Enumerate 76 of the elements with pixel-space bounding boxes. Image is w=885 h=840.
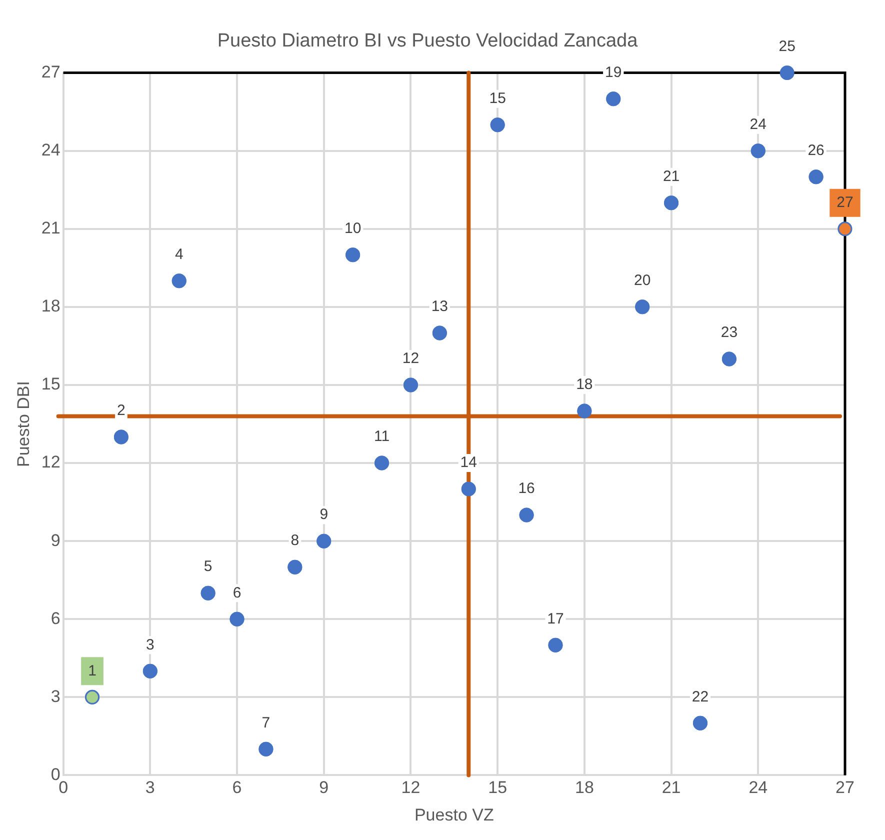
y-tick-label: 18 — [41, 296, 60, 316]
annotation: 7 — [262, 714, 270, 732]
x-tick-label: 9 — [319, 778, 329, 798]
y-tick-label: 6 — [50, 608, 60, 628]
y-tick-label: 12 — [41, 452, 60, 472]
point — [838, 222, 852, 236]
point — [85, 690, 100, 704]
annotation: 22 — [692, 688, 709, 706]
point — [606, 92, 621, 106]
point — [230, 612, 244, 626]
point — [577, 404, 592, 418]
x-tick-label: 12 — [401, 778, 420, 798]
point — [258, 742, 274, 756]
x-axis-title: Puesto VZ — [414, 805, 494, 824]
point — [664, 196, 679, 210]
x-tick-label: 6 — [232, 778, 242, 798]
annotation: 10 — [344, 220, 362, 238]
point — [403, 378, 418, 392]
annotation: 13 — [431, 298, 448, 316]
annotation: 4 — [174, 246, 184, 264]
annotation: 23 — [720, 324, 738, 342]
y-tick-label: 0 — [50, 764, 60, 784]
annotation: 24 — [750, 116, 766, 133]
x-tick-label: 15 — [488, 778, 508, 798]
x-tick-label: 21 — [662, 778, 681, 798]
annotation: 14 — [460, 454, 477, 472]
point — [635, 300, 650, 314]
point — [692, 716, 708, 730]
point — [172, 274, 186, 288]
point — [750, 144, 766, 158]
annotation: 15 — [489, 90, 506, 107]
annotation: 18 — [576, 376, 593, 394]
y-tick-label: 15 — [41, 374, 60, 394]
point — [461, 482, 476, 496]
point — [548, 638, 563, 652]
chart-title: Puesto Diametro BI vs Puesto Velocidad Zancada — [217, 30, 638, 52]
annotation: 1 — [88, 662, 96, 680]
x-tick-label: 3 — [145, 778, 155, 798]
point — [490, 118, 505, 132]
point — [200, 586, 216, 600]
y-tick-label: 24 — [41, 140, 60, 160]
point — [288, 560, 302, 574]
point — [780, 66, 794, 80]
y-tick-label: 21 — [41, 218, 60, 238]
annotation: 17 — [547, 610, 564, 628]
point — [142, 664, 158, 678]
x-tick-label: 27 — [836, 778, 854, 798]
annotation: 12 — [402, 350, 420, 368]
point — [374, 456, 390, 470]
point — [316, 534, 332, 548]
point — [114, 430, 128, 444]
point — [808, 170, 824, 184]
annotation: 3 — [146, 636, 154, 654]
annotation: 20 — [634, 272, 651, 290]
y-tick-label: 3 — [50, 686, 60, 706]
annotation: 8 — [290, 532, 300, 550]
annotation: 5 — [204, 558, 212, 576]
annotation: 6 — [232, 584, 242, 602]
annotation: 16 — [518, 480, 535, 498]
annotation: 9 — [320, 506, 328, 524]
y-tick-label: 9 — [50, 530, 60, 550]
annotation: 19 — [605, 64, 622, 81]
annotation: 26 — [808, 142, 824, 159]
annotation: 25 — [778, 38, 796, 55]
annotation: 2 — [117, 402, 126, 420]
point — [432, 326, 447, 340]
point — [346, 248, 360, 262]
x-tick-label: 24 — [748, 778, 768, 798]
annotation: 27 — [836, 194, 854, 212]
point — [519, 508, 534, 522]
point — [722, 352, 736, 366]
y-axis-title: Puesto DBI — [14, 381, 33, 467]
x-tick-label: 18 — [574, 778, 594, 798]
y-tick-label: 27 — [41, 62, 60, 82]
annotation: 11 — [374, 428, 390, 446]
annotation: 21 — [662, 168, 680, 186]
